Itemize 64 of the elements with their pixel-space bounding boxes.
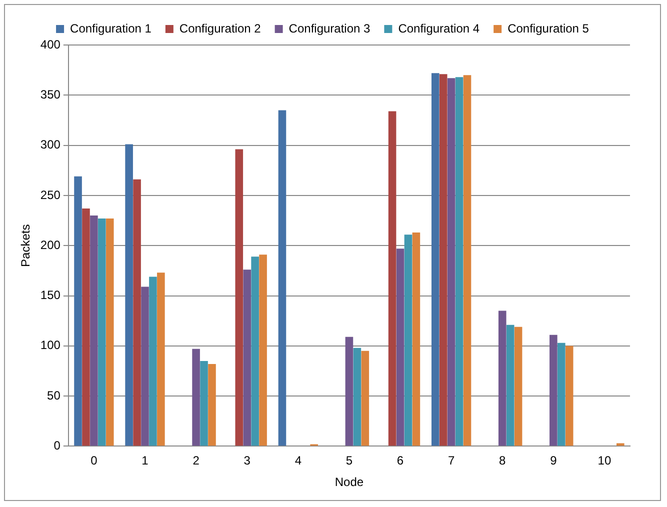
- x-tick-label: 0: [90, 454, 98, 468]
- x-tick-label: 5: [346, 454, 353, 468]
- bar: [616, 443, 624, 446]
- bar: [447, 78, 456, 446]
- y-tick-label: 50: [47, 388, 61, 402]
- x-tick-label: 4: [294, 454, 302, 468]
- bar: [208, 364, 216, 446]
- x-tick-label: 9: [550, 454, 558, 468]
- y-tick-label: 0: [54, 438, 61, 453]
- y-tick-label: 300: [40, 138, 61, 152]
- legend-label: Configuration 1: [70, 21, 152, 36]
- legend-label: Configuration 2: [179, 21, 262, 36]
- bar: [192, 348, 200, 446]
- bar: [141, 286, 149, 446]
- bar: [550, 334, 558, 446]
- y-tick-label: 200: [40, 238, 61, 252]
- bar: [157, 272, 165, 446]
- legend-label: Configuration 5: [508, 21, 590, 36]
- bar: [200, 360, 208, 446]
- bar: [106, 218, 114, 446]
- bar: [235, 149, 244, 446]
- bar: [506, 324, 514, 446]
- bar: [463, 75, 472, 446]
- bar: [259, 254, 267, 446]
- x-tick-label: 8: [499, 454, 506, 468]
- x-tick-label: 7: [448, 454, 455, 468]
- bar: [353, 348, 362, 446]
- bar: [243, 270, 252, 446]
- bar: [498, 310, 506, 446]
- bar: [431, 73, 440, 446]
- bar: [345, 336, 354, 446]
- bar: [514, 326, 522, 446]
- x-tick-label: 6: [396, 454, 404, 468]
- x-tick-label: 10: [598, 454, 612, 468]
- bar: [412, 232, 420, 446]
- x-axis-title: Node: [334, 475, 364, 490]
- bar: [74, 176, 82, 446]
- bar: [278, 110, 286, 446]
- y-axis-title: Packets: [18, 224, 33, 267]
- legend-label: Configuration 4: [398, 21, 480, 36]
- bar: [82, 208, 90, 446]
- bar: [439, 74, 448, 446]
- bar: [455, 77, 464, 446]
- bar: [251, 256, 259, 446]
- x-tick-label: 2: [192, 454, 200, 468]
- y-tick-label: 150: [40, 288, 61, 302]
- y-tick-label: 400: [40, 37, 61, 52]
- y-tick-label: 250: [40, 188, 61, 202]
- bar: [98, 218, 106, 446]
- bar: [404, 234, 412, 446]
- y-tick-label: 100: [40, 338, 61, 352]
- bar: [565, 346, 574, 446]
- bar: [125, 144, 133, 446]
- bar: [361, 350, 370, 446]
- bar: [396, 248, 404, 446]
- bar: [149, 276, 157, 446]
- y-tick-label: 350: [40, 87, 61, 102]
- bar: [557, 342, 566, 446]
- legend-label: Configuration 3: [288, 21, 371, 36]
- bar: [133, 179, 141, 446]
- x-tick-label: 3: [244, 454, 251, 468]
- bar: [388, 111, 396, 446]
- x-tick-label: 1: [142, 454, 149, 468]
- bar: [90, 216, 98, 446]
